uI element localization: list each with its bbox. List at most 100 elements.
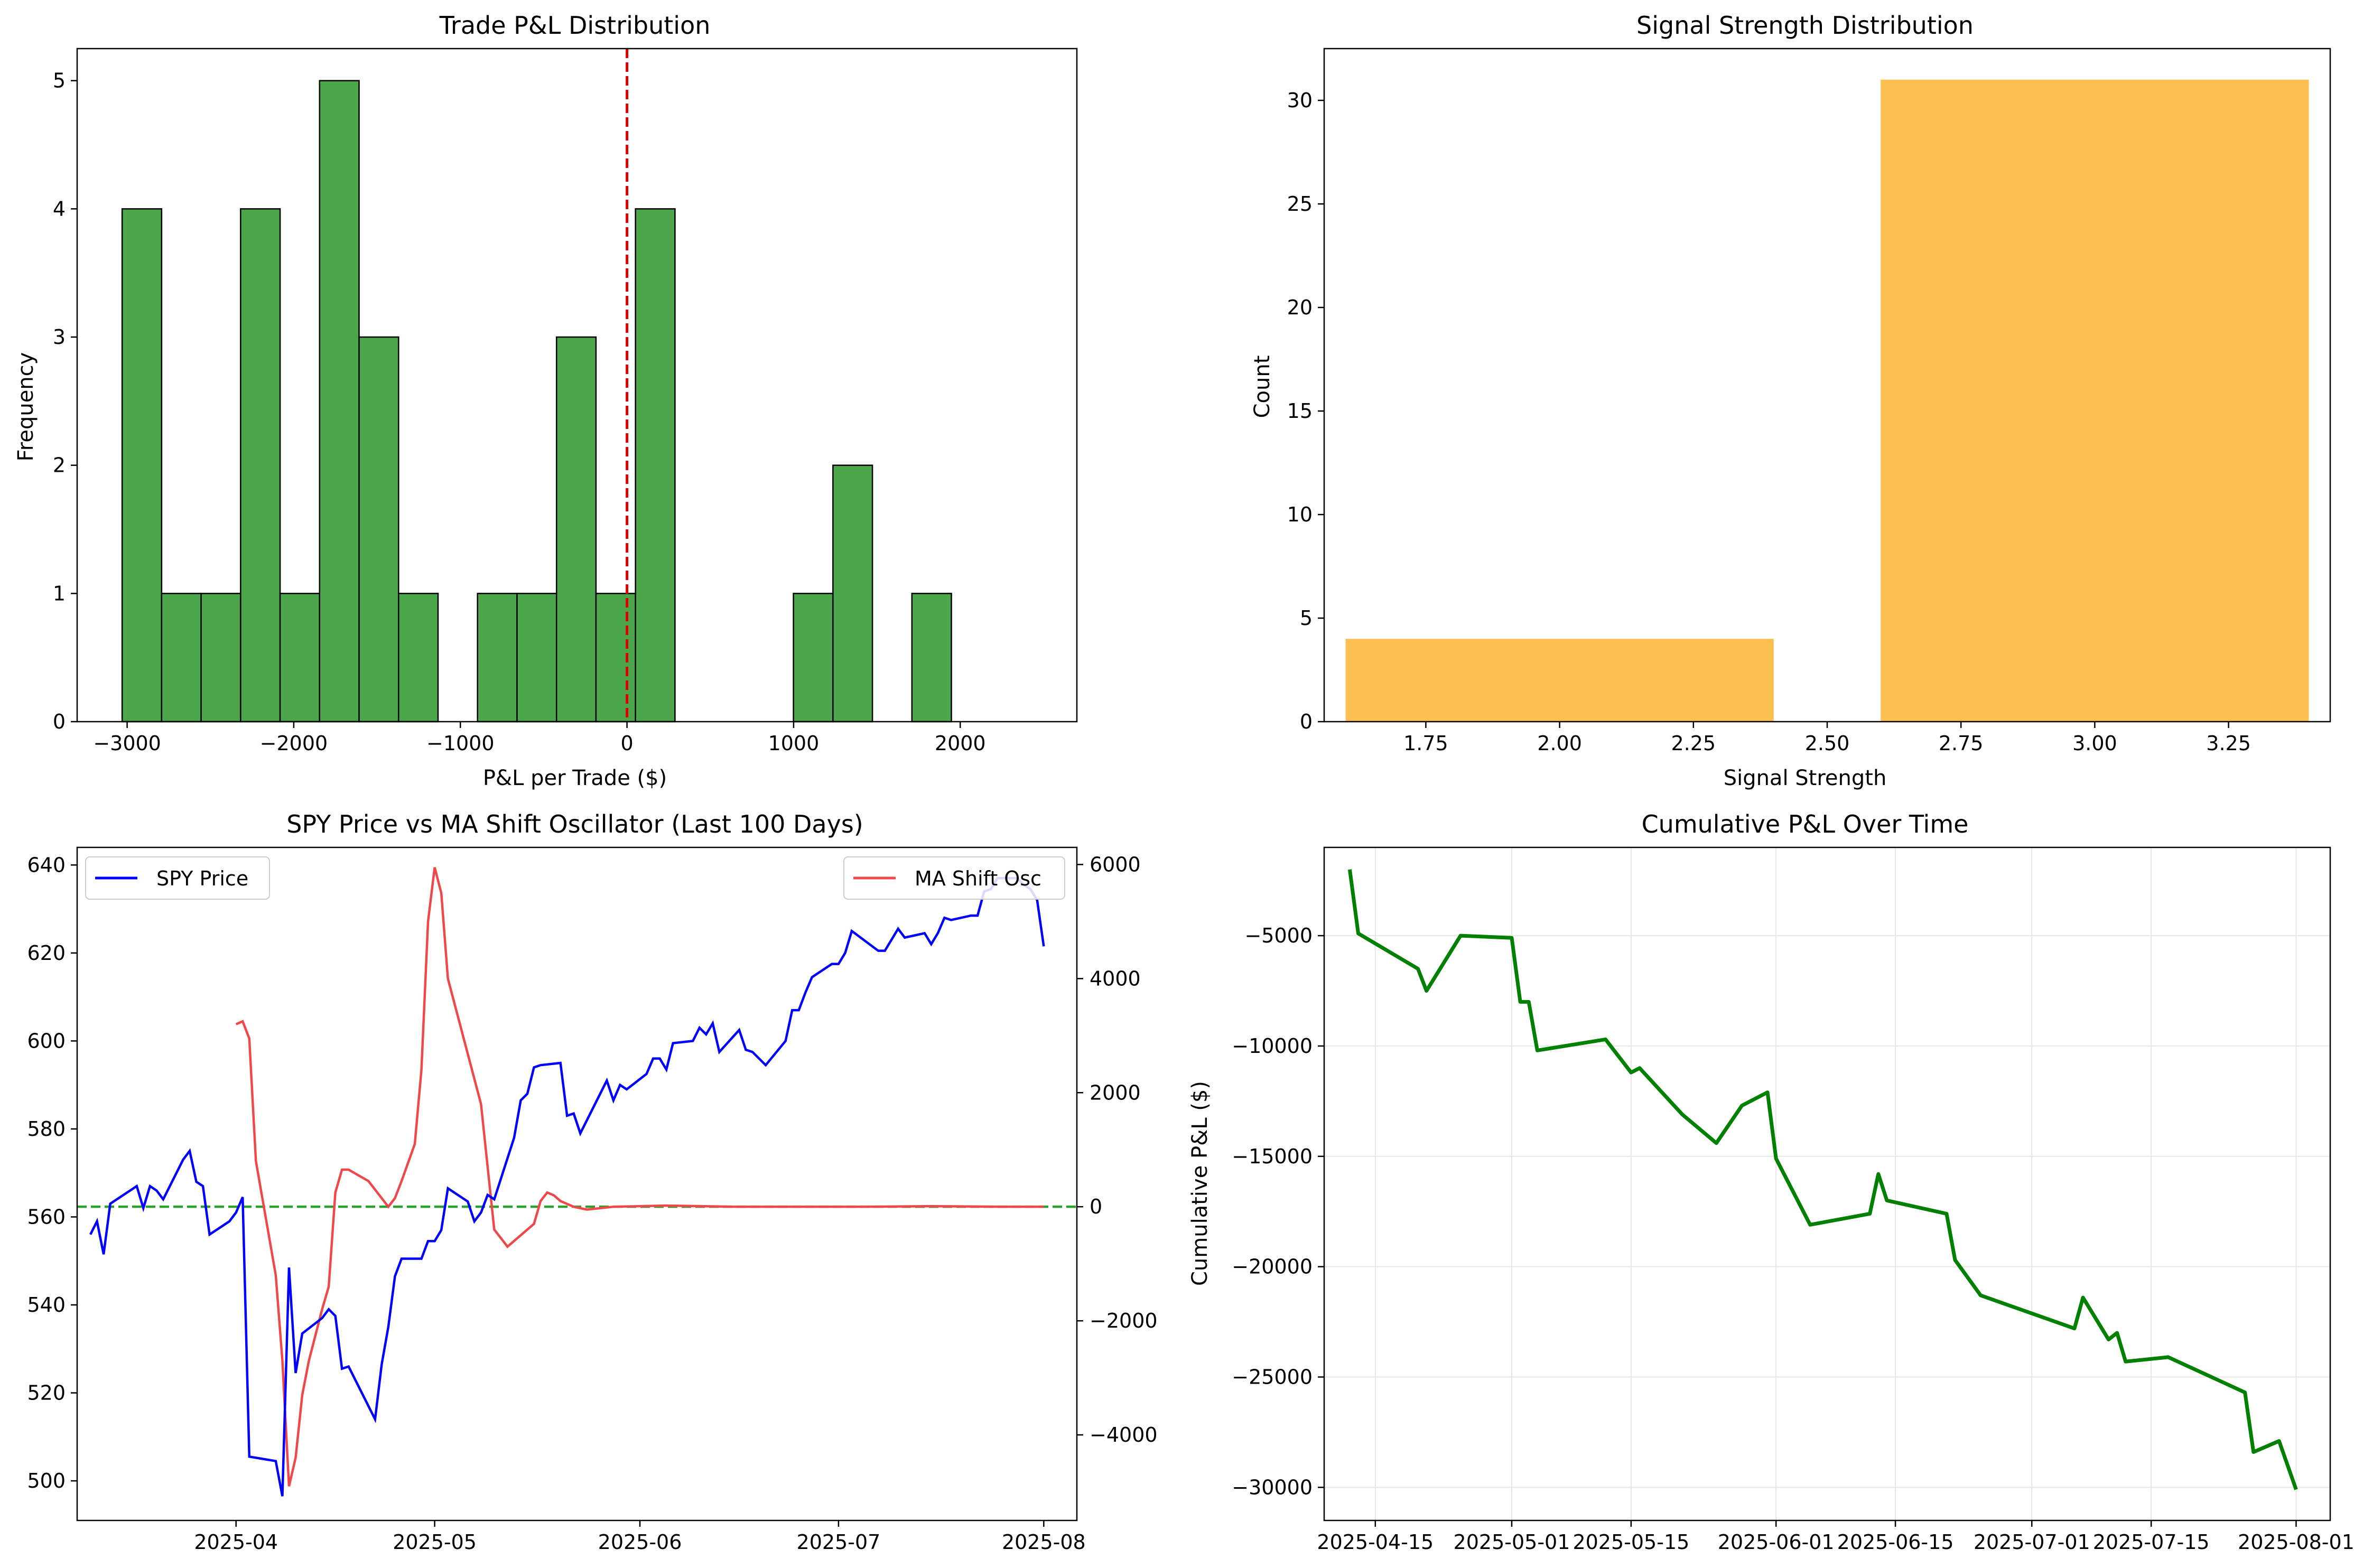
cum-ticks: 2025-04-15 2025-05-01 2025-05-15 2025-06-01…	[1232, 924, 2354, 1554]
pnl-x-axis-label: P&L per Trade ($)	[483, 766, 667, 790]
osc-ytick-label: 0	[1090, 1195, 1102, 1218]
pnl-bar	[161, 593, 202, 723]
spy-axes-frame	[76, 846, 1078, 1522]
cum-xtick-label: 2025-08-01	[2238, 1530, 2354, 1554]
osc-ytick-label: 4000	[1090, 967, 1141, 990]
signal-ytick-label: 25	[1287, 192, 1313, 216]
cum-ytick-label: −15000	[1232, 1145, 1313, 1168]
pnl-xtick-label: −3000	[93, 732, 161, 755]
spy-xtick-label: 2025-05	[393, 1530, 477, 1554]
pnl-ytick-label: 3	[53, 325, 66, 349]
pnl-bar	[555, 336, 597, 723]
pnl-ytick-label: 2	[53, 454, 66, 477]
cum-axes-frame	[1323, 846, 2331, 1522]
pnl-xtick-label: 2000	[935, 732, 986, 755]
spy-ticks: 2025-04 2025-05 2025-06 2025-07 2025-08 500 52…	[27, 853, 1157, 1554]
cum-y-axis-label: Cumulative P&L ($)	[1188, 1081, 1212, 1286]
pnl-ytick-label: 1	[53, 582, 66, 605]
spy-ytick-label: 640	[27, 853, 66, 876]
signal-ytick-label: 15	[1287, 399, 1313, 423]
cum-ytick-label: −5000	[1244, 924, 1313, 947]
pnl-xtick-label: −2000	[260, 732, 328, 755]
signal-xtick-label: 2.25	[1671, 732, 1716, 755]
spy-ytick-label: 500	[27, 1469, 66, 1492]
pnl-bar	[398, 593, 439, 723]
pnl-xtick-label: 0	[621, 732, 634, 755]
osc-legend-label: MA Shift Osc	[915, 867, 1041, 890]
pnl-histogram-panel: Trade P&L Distribution P&L per Trade ($)…	[14, 11, 1078, 790]
spy-legend: SPY Price	[85, 856, 270, 900]
spy-ytick-label: 560	[27, 1205, 66, 1228]
spy-oscillator-panel: SPY Price vs MA Shift Oscillator (Last 1…	[27, 810, 1157, 1554]
signal-chart-title: Signal Strength Distribution	[1636, 11, 1974, 40]
pnl-bar	[358, 336, 399, 723]
spy-xtick-label: 2025-08	[1002, 1530, 1086, 1554]
signal-xtick-label: 2.00	[1537, 732, 1582, 755]
spy-xtick-label: 2025-06	[598, 1530, 682, 1554]
spy-chart-title: SPY Price vs MA Shift Oscillator (Last 1…	[286, 810, 863, 838]
signal-ytick-label: 5	[1300, 606, 1313, 630]
cum-chart-title: Cumulative P&L Over Time	[1642, 810, 1969, 838]
pnl-ticks: −3000 −2000 −1000 0 1000 2000 0 1 2 3 4 5	[53, 69, 986, 755]
pnl-chart-title: Trade P&L Distribution	[439, 11, 711, 40]
signal-x-axis-label: Signal Strength	[1724, 766, 1887, 790]
cum-ytick-label: −20000	[1232, 1255, 1313, 1278]
pnl-bar	[477, 593, 518, 723]
signal-ytick-label: 30	[1287, 89, 1313, 112]
cumulative-pnl-line	[1347, 869, 2298, 1490]
cum-ytick-label: −25000	[1232, 1365, 1313, 1388]
pnl-y-axis-label: Frequency	[14, 352, 38, 462]
pnl-bar	[911, 593, 952, 723]
pnl-ytick-label: 0	[53, 710, 66, 733]
spy-xtick-label: 2025-04	[194, 1530, 278, 1554]
signal-xtick-label: 1.75	[1403, 732, 1448, 755]
cumulative-pnl-panel: Cumulative P&L Over Time Cumulative P&L …	[1188, 810, 2354, 1554]
signal-xtick-label: 2.75	[1939, 732, 1984, 755]
cum-xtick-label: 2025-07-15	[2093, 1530, 2210, 1554]
pnl-bar	[121, 208, 163, 723]
pnl-bar	[516, 593, 557, 723]
pnl-bar	[595, 593, 636, 723]
signal-histogram-panel: Signal Strength Distribution Signal Stre…	[1250, 11, 2331, 790]
cum-xtick-label: 2025-05-01	[1454, 1530, 1570, 1554]
pnl-xtick-label: 1000	[768, 732, 820, 755]
cum-xtick-label: 2025-05-15	[1573, 1530, 1689, 1554]
osc-legend-box	[843, 856, 1065, 900]
pnl-bar	[200, 593, 241, 723]
osc-ytick-label: −2000	[1090, 1309, 1158, 1332]
pnl-axes-frame	[76, 48, 1078, 723]
pnl-bar	[635, 208, 676, 723]
signal-bar	[1345, 639, 1774, 722]
pnl-ytick-label: 4	[53, 197, 66, 220]
signal-axes-frame	[1323, 48, 2331, 723]
signal-bar	[1881, 79, 2309, 722]
osc-ytick-label: 2000	[1090, 1081, 1141, 1104]
pnl-bar	[793, 593, 834, 723]
pnl-bars	[121, 80, 952, 723]
signal-xtick-label: 3.25	[2206, 732, 2251, 755]
signal-ticks: 1.75 2.00 2.25 2.50 2.75 3.00 3.25 0 5 10 15 20 25 30	[1287, 89, 2251, 755]
cum-gridlines	[1324, 847, 2330, 1520]
cum-ytick-label: −10000	[1232, 1034, 1313, 1058]
signal-xtick-label: 2.50	[1805, 732, 1850, 755]
pnl-bar	[832, 464, 873, 723]
osc-ytick-label: 6000	[1090, 853, 1141, 876]
spy-ytick-label: 540	[27, 1293, 66, 1317]
spy-legend-label: SPY Price	[156, 867, 248, 890]
spy-ytick-label: 600	[27, 1029, 66, 1052]
pnl-bar	[240, 208, 281, 723]
pnl-ytick-label: 5	[53, 69, 66, 92]
spy-ytick-label: 580	[27, 1117, 66, 1141]
osc-legend: MA Shift Osc	[843, 856, 1065, 900]
signal-y-axis-label: Count	[1250, 356, 1274, 418]
cum-xtick-label: 2025-06-15	[1837, 1530, 1954, 1554]
spy-legend-box	[85, 856, 270, 900]
osc-ytick-label: −4000	[1090, 1423, 1158, 1446]
signal-bars	[1345, 79, 2309, 722]
cum-xtick-label: 2025-07-01	[1974, 1530, 2090, 1554]
cum-ytick-label: −30000	[1232, 1476, 1313, 1499]
signal-xtick-label: 3.00	[2072, 732, 2117, 755]
spy-ytick-label: 520	[27, 1382, 66, 1405]
pnl-bar	[279, 593, 321, 723]
